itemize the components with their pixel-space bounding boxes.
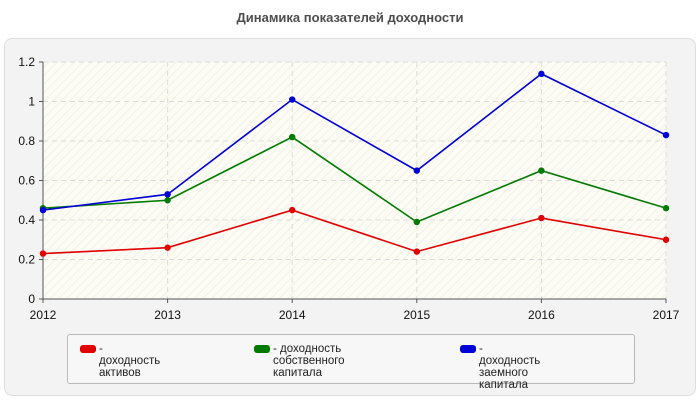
data-point-0-1 (164, 244, 171, 251)
axes (39, 61, 667, 303)
chart-title: Динамика показателей доходности (236, 10, 464, 25)
x-tick-labels: 2012 2013 2014 2015 2016 2017 (30, 308, 680, 322)
data-point-1-4 (538, 167, 545, 174)
data-point-2-5 (662, 131, 670, 139)
y-tick-label: 0.2 (18, 253, 35, 267)
y-tick-label: 0.8 (18, 134, 35, 148)
data-point-2-2 (289, 96, 296, 103)
y-tick-label: 1 (28, 95, 35, 109)
data-point-0-2 (289, 206, 296, 214)
legend-swatch-debt (460, 345, 476, 353)
legend-swatch-assets (80, 345, 96, 353)
legend-label-debt: - доходность заемного капитала (479, 343, 541, 391)
x-tick-label: 2017 (653, 308, 680, 322)
grid-lines (43, 61, 667, 299)
legend-swatch-equity (254, 345, 270, 353)
data-point-2-4 (538, 70, 545, 78)
series-line-1 (42, 136, 667, 223)
legend-label-equity: - доходность собственного капитала (273, 343, 345, 379)
data-point-1-1 (164, 197, 171, 204)
x-tick-label: 2013 (154, 308, 181, 322)
x-tick-label: 2012 (30, 308, 57, 322)
series-line-2 (42, 72, 667, 211)
x-tick-label: 2016 (528, 308, 555, 322)
legend: - доходность активов - доходность собств… (67, 334, 635, 391)
x-tick-label: 2014 (279, 308, 306, 322)
x-tick-label: 2015 (403, 308, 430, 322)
data-point-1-5 (662, 204, 670, 212)
y-tick-label: 0.6 (18, 174, 35, 188)
y-tick-label: 1.2 (18, 55, 35, 69)
data-point-0-4 (538, 214, 545, 222)
y-tick-label: 0.4 (18, 213, 35, 227)
series-lines (39, 70, 670, 257)
legend-label-assets: - доходность активов (99, 343, 161, 379)
data-point-0-3 (413, 248, 420, 255)
data-point-1-3 (413, 218, 420, 226)
data-point-2-3 (413, 167, 420, 174)
y-tick-label: 0 (28, 292, 35, 306)
series-line-0 (42, 209, 667, 255)
data-point-0-5 (662, 236, 670, 243)
data-point-2-0 (39, 206, 47, 214)
data-point-1-2 (289, 133, 296, 141)
y-tick-labels: 0 0.2 0.4 0.6 0.8 1 1.2 (18, 55, 35, 306)
data-point-0-0 (39, 250, 47, 257)
data-point-2-1 (164, 191, 171, 198)
